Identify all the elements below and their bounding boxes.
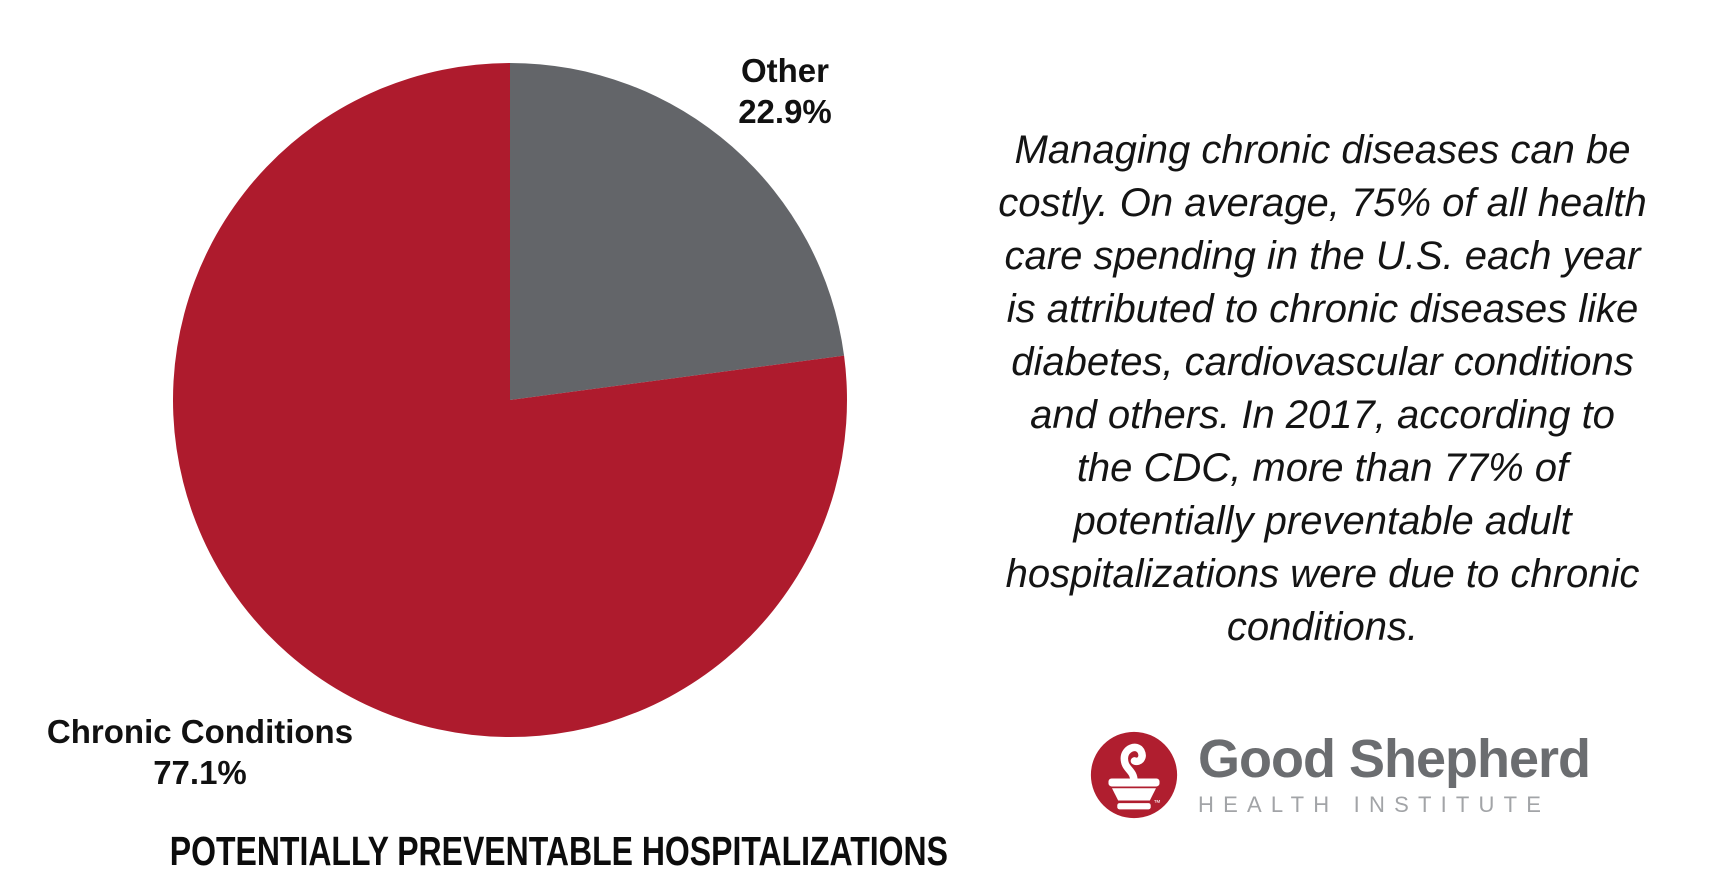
quote-line: diabetes, cardiovascular conditions xyxy=(1011,340,1634,384)
logo-subtitle: HEALTH INSTITUTE xyxy=(1198,792,1551,817)
chart-title-text: POTENTIALLY PREVENTABLE HOSPITALIZATIONS xyxy=(169,828,948,874)
logo-trademark: ™ xyxy=(1153,800,1160,807)
logo: ™ Good Shepherd HEALTH INSTITUTE xyxy=(1090,729,1591,819)
quote-line: care spending in the U.S. each year xyxy=(1004,234,1641,278)
pie-label-chronic-name: Chronic Conditions xyxy=(46,713,354,750)
pie-label-chronic-value: 77.1% xyxy=(153,754,247,791)
quote-line: is attributed to chronic diseases like xyxy=(1006,287,1639,331)
quote-line: and others. In 2017, according to xyxy=(1030,393,1615,437)
quote-line: conditions. xyxy=(1226,605,1419,649)
quote-line: costly. On average, 75% of all health xyxy=(998,181,1647,225)
pie-label-other: Other 22.9% xyxy=(700,50,870,132)
pie-label-chronic-conditions: Chronic Conditions 77.1% xyxy=(20,711,380,793)
quote-line: hospitalizations were due to chronic xyxy=(1005,552,1640,596)
quote-line: potentially preventable adult xyxy=(1073,499,1572,543)
pie-chart xyxy=(173,63,847,737)
quote-paragraph: Managing chronic diseases can be costly. … xyxy=(915,124,1730,654)
pie-label-other-name: Other xyxy=(740,52,829,89)
quote-line: the CDC, more than 77% of xyxy=(1076,446,1569,490)
logo-name: Good Shepherd xyxy=(1198,729,1591,789)
pie-label-other-value: 22.9% xyxy=(738,93,832,130)
pie-slice-other xyxy=(510,63,845,400)
quote-line: Managing chronic diseases can be xyxy=(1014,128,1631,172)
logo-text: Good Shepherd HEALTH INSTITUTE xyxy=(1198,729,1591,818)
chart-title: POTENTIALLY PREVENTABLE HOSPITALIZATIONS xyxy=(60,828,990,875)
pie-slice-chronic-conditions xyxy=(173,63,847,737)
mortar-and-pestle-icon: ™ xyxy=(1090,731,1178,819)
